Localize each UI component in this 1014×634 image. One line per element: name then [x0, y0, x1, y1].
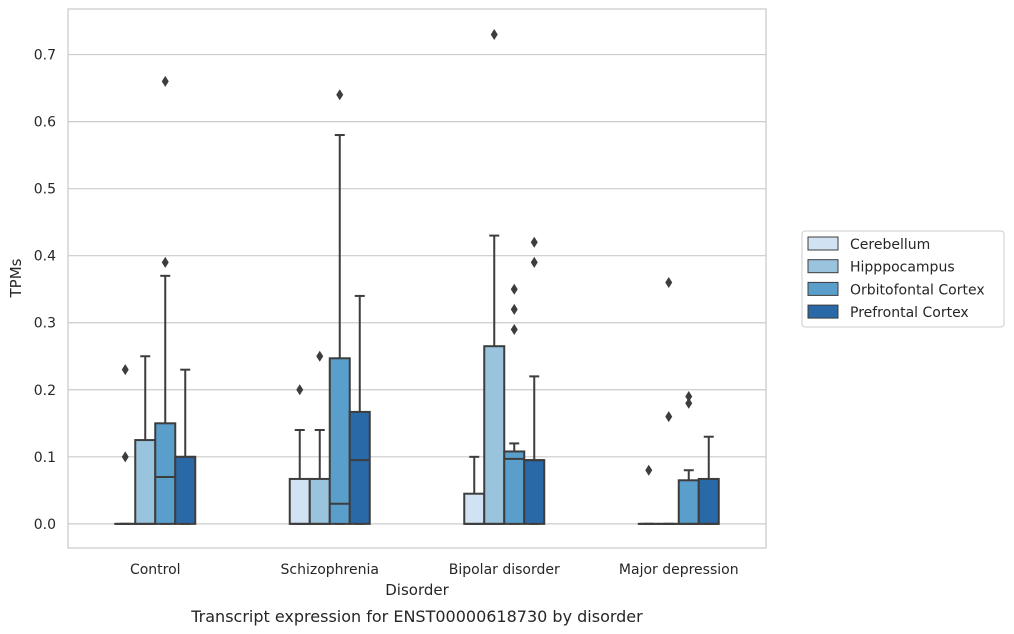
x-tick-label: Schizophrenia: [281, 562, 379, 578]
legend-label: Prefrontal Cortex: [850, 305, 969, 321]
legend-item-cerebellum: Cerebellum: [807, 236, 930, 253]
box-bipolar-disorder-cerebellum: [463, 455, 486, 525]
legend-swatch: [807, 304, 839, 319]
legend-item-hipppocampus: Hipppocampus: [807, 259, 955, 276]
legend-item-orbitofontal-cortex: Orbitofontal Cortex: [807, 281, 985, 298]
outlier-point: [510, 283, 518, 295]
outlier-point: [530, 256, 538, 268]
y-tick-labels: 0.0 0.1 0.2 0.3 0.4 0.5 0.6 0.7: [34, 48, 56, 533]
outlier-point: [161, 256, 169, 268]
legend-swatch: [807, 259, 839, 274]
box-control-cerebellum: [114, 364, 137, 525]
box-body: [483, 345, 506, 525]
y-tick-label: 0.3: [34, 316, 56, 332]
outlier-point: [665, 277, 673, 289]
box-body: [503, 450, 526, 525]
box-bipolar-disorder-orbitofontal-cortex: [503, 283, 526, 525]
box-body: [328, 357, 351, 525]
box-schizophrenia-cerebellum: [288, 384, 311, 525]
outlier-point: [121, 451, 129, 463]
boxes: [114, 28, 720, 525]
box-major-depression-orbitofontal-cortex: [677, 390, 700, 525]
y-tick-label: 0.6: [34, 115, 56, 131]
legend-item-prefrontal-cortex: Prefrontal Cortex: [807, 304, 969, 321]
outlier-point: [685, 390, 693, 402]
outlier-point: [316, 350, 324, 362]
x-tick-label: Major depression: [619, 562, 739, 578]
legend-label: Orbitofontal Cortex: [850, 282, 985, 298]
legend-swatch: [807, 236, 839, 251]
y-tick-label: 0.7: [34, 48, 56, 64]
box-schizophrenia-hipppocampus: [308, 350, 331, 525]
outlier-point: [296, 384, 304, 396]
x-axis-label: Disorder: [385, 581, 449, 599]
box-body: [308, 477, 331, 525]
outlier-point: [665, 411, 673, 423]
plot-frame: [67, 8, 767, 549]
y-axis-label: TPMs: [7, 258, 25, 298]
box-body: [288, 477, 311, 525]
outlier-point: [510, 303, 518, 315]
box-body: [697, 477, 720, 525]
x-tick-label: Bipolar disorder: [449, 562, 560, 578]
box-body: [348, 410, 371, 525]
box-schizophrenia-orbitofontal-cortex: [328, 89, 351, 525]
box-schizophrenia-prefrontal-cortex: [348, 294, 371, 525]
box-major-depression-prefrontal-cortex: [697, 435, 720, 525]
x-tick-labels: Control Schizophrenia Bipolar disorder Majo…: [130, 562, 739, 578]
box-control-prefrontal-cortex: [174, 368, 197, 525]
y-tick-label: 0.2: [34, 383, 56, 399]
y-tick-label: 0.5: [34, 182, 56, 198]
box-body: [463, 492, 486, 525]
outlier-point: [510, 323, 518, 335]
y-tick-label: 0.4: [34, 249, 56, 265]
box-body: [154, 422, 177, 525]
y-tick-label: 0.1: [34, 450, 56, 466]
legend: Cerebellum Hipppocampus Orbitofontal Corte…: [801, 230, 1005, 328]
legend-label: Hipppocampus: [850, 260, 955, 276]
outlier-point: [530, 236, 538, 248]
box-body: [523, 459, 546, 525]
x-tick-label: Control: [130, 562, 181, 578]
outlier-point: [336, 89, 344, 101]
legend-label: Cerebellum: [850, 237, 930, 253]
outlier-point: [121, 364, 129, 376]
box-bipolar-disorder-hipppocampus: [483, 28, 506, 525]
box-major-depression-hipppocampus: [657, 277, 680, 525]
outlier-point: [645, 464, 653, 476]
legend-swatch: [807, 281, 839, 296]
chart-caption: Transcript expression for ENST0000061873…: [190, 607, 643, 626]
outlier-point: [161, 75, 169, 87]
outlier-point: [490, 28, 498, 40]
box-body: [677, 479, 700, 525]
y-tick-label: 0.0: [34, 517, 56, 533]
outlier-point: [685, 397, 693, 409]
box-control-hipppocampus: [134, 355, 157, 525]
box-bipolar-disorder-prefrontal-cortex: [523, 236, 546, 525]
box-body: [174, 455, 197, 525]
box-body: [134, 439, 157, 525]
legend-frame: [801, 230, 1005, 328]
